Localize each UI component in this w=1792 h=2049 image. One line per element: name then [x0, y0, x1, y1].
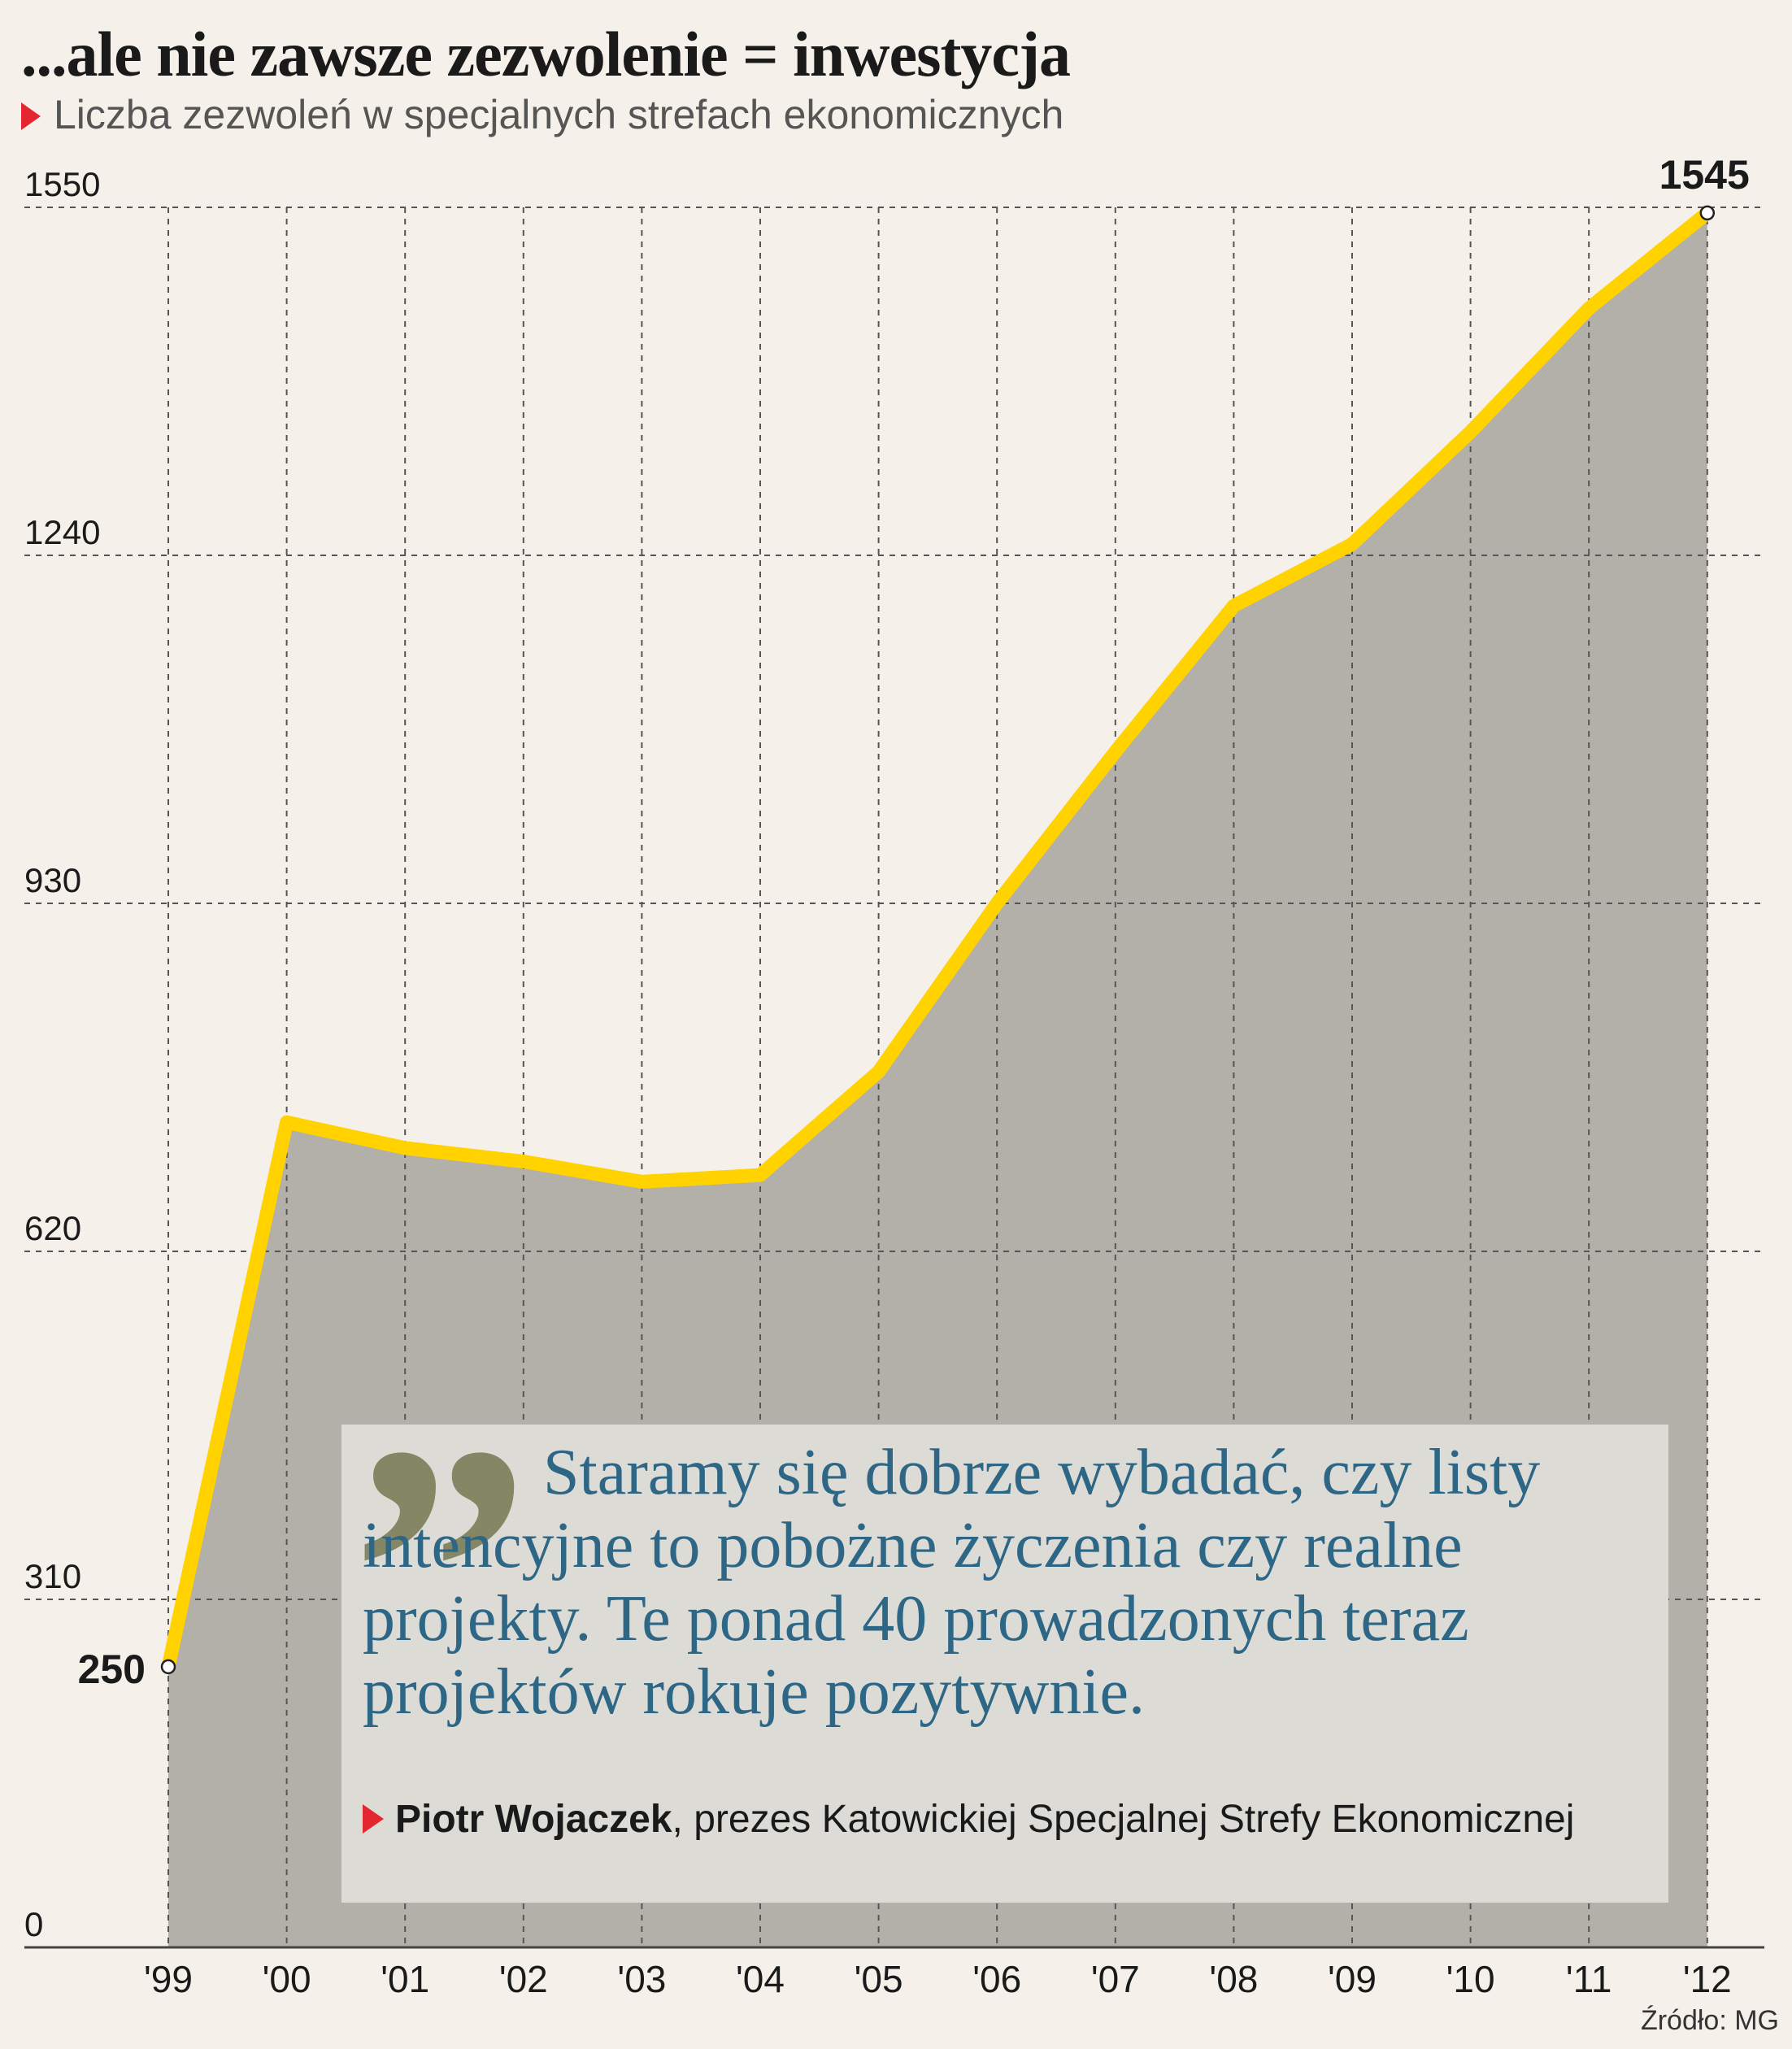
quote-author: Piotr Wojaczek, prezes Katowickiej Specj…	[363, 1794, 1647, 1846]
triangle-bullet-icon	[21, 102, 41, 130]
y-tick-label: 1550	[24, 165, 100, 203]
data-point-marker	[160, 1659, 176, 1675]
data-point-marker	[1699, 205, 1716, 221]
source-note: Źródło: MG	[1640, 2005, 1779, 2036]
x-tick-label: '99	[144, 1958, 193, 2000]
x-tick-label: '04	[736, 1958, 785, 2000]
quote-text: Staramy się dobrze wybadać, czy listy in…	[363, 1437, 1541, 1728]
quotation-mark-icon: ”	[351, 1373, 530, 1768]
x-tick-label: '01	[381, 1958, 429, 2000]
x-tick-label: '09	[1328, 1958, 1377, 2000]
data-value-label: 1545	[1659, 152, 1750, 198]
x-tick-label: '08	[1209, 1958, 1258, 2000]
chart-subtitle: Liczba zezwoleń w specjalnych strefach e…	[21, 91, 1063, 138]
x-tick-label: '12	[1683, 1958, 1732, 2000]
x-tick-label: '06	[972, 1958, 1021, 2000]
series-line	[161, 206, 1715, 1674]
line-layer	[160, 205, 1716, 1675]
chart-subtitle-text: Liczba zezwoleń w specjalnych strefach e…	[54, 92, 1064, 137]
label-layer: 0 310 620 930 1240 1550 '99 '00 '01 '02 '03 '04 '05 '…	[24, 152, 1750, 2000]
x-tick-label: '10	[1446, 1958, 1495, 2000]
author-name: Piotr Wojaczek	[395, 1798, 672, 1841]
triangle-bullet-icon	[363, 1804, 384, 1834]
y-tick-label: 0	[24, 1905, 43, 1943]
author-role: , prezes Katowickiej Specjalnej Strefy E…	[672, 1798, 1575, 1841]
x-tick-label: '05	[855, 1958, 903, 2000]
x-tick-label: '00	[263, 1958, 311, 2000]
x-tick-label: '07	[1091, 1958, 1140, 2000]
y-tick-label: 1240	[24, 513, 100, 551]
x-tick-label: '03	[617, 1958, 666, 2000]
data-value-label: 250	[78, 1647, 146, 1692]
quote-box: ” Staramy się dobrze wybadać, czy listy …	[341, 1392, 1668, 1903]
x-tick-label: '11	[1566, 1958, 1612, 2000]
y-tick-label: 930	[24, 861, 81, 899]
y-tick-label: 310	[24, 1557, 81, 1595]
chart-title: ...ale nie zawsze zezwolenie = inwestycj…	[21, 19, 1071, 89]
y-tick-label: 620	[24, 1209, 81, 1247]
x-tick-label: '02	[499, 1958, 548, 2000]
